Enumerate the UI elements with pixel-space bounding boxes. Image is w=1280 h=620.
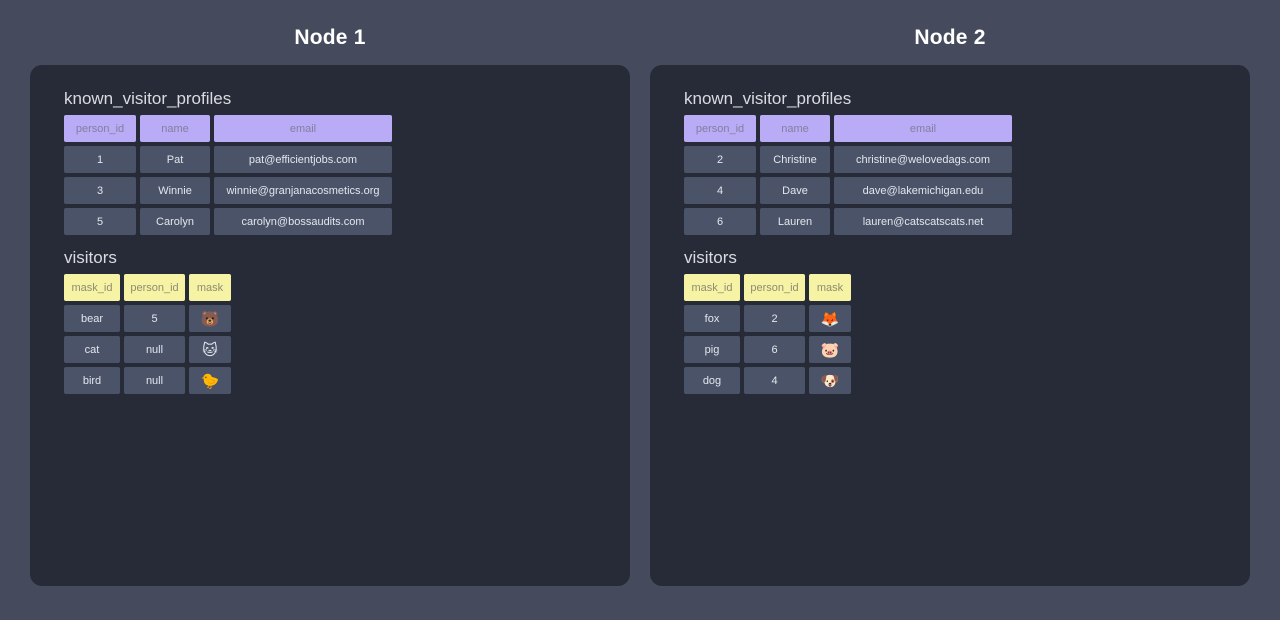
node-2-title: Node 2: [914, 26, 986, 49]
dog-emoji-icon: 🐶: [809, 367, 851, 394]
table-row: 1 Pat pat@efficientjobs.com: [64, 146, 596, 173]
column-header-mask-id: mask_id: [64, 274, 120, 301]
email-cell: christine@welovedags.com: [834, 146, 1012, 173]
node-2-profiles-table-title: known_visitor_profiles: [684, 89, 852, 108]
name-cell: Lauren: [760, 208, 830, 235]
table-row: fox 2 🦊: [684, 305, 1216, 332]
fox-emoji-icon: 🦊: [809, 305, 851, 332]
person-id-cell: 3: [64, 177, 136, 204]
node-1-title: Node 1: [294, 26, 366, 49]
mask-id-cell: bear: [64, 305, 120, 332]
column-header-person-id: person_id: [64, 115, 136, 142]
mask-id-cell: cat: [64, 336, 120, 363]
column-header-mask: mask: [809, 274, 851, 301]
table-row: bird null 🐤: [64, 367, 596, 394]
person-id-cell: 6: [684, 208, 756, 235]
person-id-cell: 1: [64, 146, 136, 173]
email-cell: dave@lakemichigan.edu: [834, 177, 1012, 204]
email-cell: lauren@catscatscats.net: [834, 208, 1012, 235]
mask-id-cell: bird: [64, 367, 120, 394]
person-id-cell: null: [124, 336, 185, 363]
column-header-person-id: person_id: [124, 274, 185, 301]
person-id-cell: 6: [744, 336, 805, 363]
name-cell: Dave: [760, 177, 830, 204]
cat-emoji-icon: 🐱: [189, 336, 231, 363]
bird-emoji-icon: 🐤: [189, 367, 231, 394]
node-1-known-visitor-profiles-table: person_id name email 1 Pat pat@efficient…: [64, 115, 596, 235]
table-row: pig 6 🐷: [684, 336, 1216, 363]
column-header-person-id: person_id: [684, 115, 756, 142]
column-header-mask-id: mask_id: [684, 274, 740, 301]
table-header-row: person_id name email: [64, 115, 596, 142]
table-header-row: mask_id person_id mask: [64, 274, 596, 301]
bear-emoji-icon: 🐻: [189, 305, 231, 332]
table-header-row: person_id name email: [684, 115, 1216, 142]
pig-emoji-icon: 🐷: [809, 336, 851, 363]
table-row: 3 Winnie winnie@granjanacosmetics.org: [64, 177, 596, 204]
column-header-name: name: [140, 115, 210, 142]
node-1-section: Node 1 known_visitor_profiles person_id …: [30, 0, 630, 586]
person-id-cell: 2: [684, 146, 756, 173]
node-1-profiles-table-title: known_visitor_profiles: [64, 89, 232, 108]
name-cell: Pat: [140, 146, 210, 173]
email-cell: winnie@granjanacosmetics.org: [214, 177, 392, 204]
name-cell: Carolyn: [140, 208, 210, 235]
mask-id-cell: dog: [684, 367, 740, 394]
person-id-cell: 4: [744, 367, 805, 394]
node-2-section: Node 2 known_visitor_profiles person_id …: [650, 0, 1250, 586]
node-2-visitors-table-title: visitors: [684, 248, 737, 267]
person-id-cell: 4: [684, 177, 756, 204]
table-row: dog 4 🐶: [684, 367, 1216, 394]
person-id-cell: 2: [744, 305, 805, 332]
column-header-person-id: person_id: [744, 274, 805, 301]
table-row: 5 Carolyn carolyn@bossaudits.com: [64, 208, 596, 235]
mask-id-cell: pig: [684, 336, 740, 363]
name-cell: Christine: [760, 146, 830, 173]
table-row: 4 Dave dave@lakemichigan.edu: [684, 177, 1216, 204]
column-header-mask: mask: [189, 274, 231, 301]
node-2-known-visitor-profiles-table: person_id name email 2 Christine christi…: [684, 115, 1216, 235]
page: Node 1 known_visitor_profiles person_id …: [30, 0, 1250, 586]
person-id-cell: 5: [64, 208, 136, 235]
table-header-row: mask_id person_id mask: [684, 274, 1216, 301]
person-id-cell: null: [124, 367, 185, 394]
column-header-email: email: [214, 115, 392, 142]
name-cell: Winnie: [140, 177, 210, 204]
column-header-email: email: [834, 115, 1012, 142]
table-row: bear 5 🐻: [64, 305, 596, 332]
table-row: cat null 🐱: [64, 336, 596, 363]
node-2-visitors-table: mask_id person_id mask fox 2 🦊 pig 6 🐷 d…: [684, 274, 1216, 394]
email-cell: carolyn@bossaudits.com: [214, 208, 392, 235]
node-1-visitors-table-title: visitors: [64, 248, 117, 267]
column-header-name: name: [760, 115, 830, 142]
mask-id-cell: fox: [684, 305, 740, 332]
email-cell: pat@efficientjobs.com: [214, 146, 392, 173]
node-2-panel: known_visitor_profiles person_id name em…: [650, 65, 1250, 586]
table-row: 6 Lauren lauren@catscatscats.net: [684, 208, 1216, 235]
node-1-visitors-table: mask_id person_id mask bear 5 🐻 cat null…: [64, 274, 596, 394]
node-1-panel: known_visitor_profiles person_id name em…: [30, 65, 630, 586]
table-row: 2 Christine christine@welovedags.com: [684, 146, 1216, 173]
person-id-cell: 5: [124, 305, 185, 332]
